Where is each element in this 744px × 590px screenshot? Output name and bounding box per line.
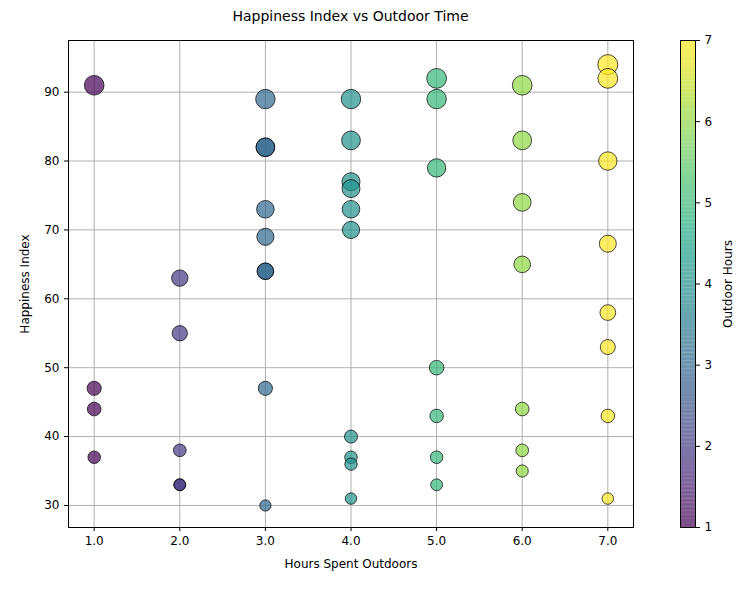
- svg-text:3.0: 3.0: [256, 534, 275, 548]
- svg-text:4: 4: [705, 277, 713, 291]
- svg-text:6.0: 6.0: [513, 534, 532, 548]
- svg-text:80: 80: [44, 154, 59, 168]
- svg-text:70: 70: [44, 223, 59, 237]
- svg-text:90: 90: [44, 85, 59, 99]
- svg-text:Hours Spent Outdoors: Hours Spent Outdoors: [285, 557, 418, 571]
- svg-text:7: 7: [705, 33, 713, 47]
- svg-text:7.0: 7.0: [598, 534, 617, 548]
- svg-text:5: 5: [705, 196, 713, 210]
- svg-text:40: 40: [44, 429, 59, 443]
- svg-text:2.0: 2.0: [170, 534, 189, 548]
- svg-text:6: 6: [705, 115, 713, 129]
- svg-text:60: 60: [44, 292, 59, 306]
- svg-text:Happiness Index: Happiness Index: [18, 234, 32, 333]
- svg-text:2: 2: [705, 439, 713, 453]
- svg-text:1: 1: [705, 520, 713, 534]
- svg-text:5.0: 5.0: [427, 534, 446, 548]
- svg-text:1.0: 1.0: [85, 534, 104, 548]
- svg-text:3: 3: [705, 358, 713, 372]
- svg-text:Outdoor Hours: Outdoor Hours: [721, 240, 735, 328]
- svg-text:4.0: 4.0: [341, 534, 360, 548]
- svg-text:50: 50: [44, 361, 59, 375]
- svg-text:30: 30: [44, 498, 59, 512]
- html-text:Happiness Index vs Outdoor Tim: Happiness Index vs Outdoor Time: [232, 8, 469, 24]
